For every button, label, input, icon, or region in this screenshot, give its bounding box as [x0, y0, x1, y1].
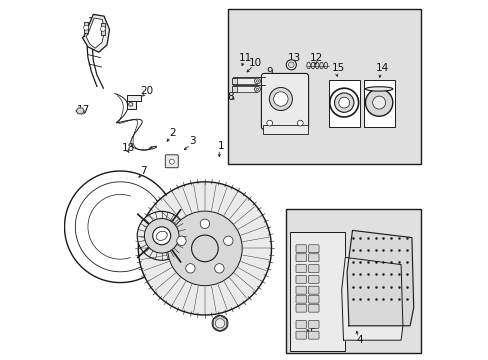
Circle shape — [256, 80, 258, 82]
Circle shape — [285, 60, 296, 70]
Text: 6: 6 — [216, 323, 223, 333]
Circle shape — [254, 78, 260, 84]
Text: 1: 1 — [217, 141, 224, 151]
Circle shape — [223, 236, 233, 246]
Circle shape — [288, 62, 294, 68]
Circle shape — [273, 92, 287, 106]
Bar — [289, 232, 345, 351]
Text: 16: 16 — [87, 17, 101, 27]
Circle shape — [372, 96, 385, 109]
Circle shape — [191, 235, 218, 262]
FancyBboxPatch shape — [295, 245, 306, 253]
Text: 19: 19 — [165, 155, 178, 165]
FancyBboxPatch shape — [295, 295, 306, 303]
Ellipse shape — [128, 103, 133, 106]
FancyBboxPatch shape — [308, 245, 318, 253]
Polygon shape — [86, 18, 104, 48]
FancyBboxPatch shape — [308, 320, 318, 328]
FancyBboxPatch shape — [308, 304, 318, 312]
Text: 10: 10 — [248, 58, 262, 68]
Circle shape — [215, 319, 224, 328]
Text: 7: 7 — [140, 166, 147, 176]
Circle shape — [338, 97, 349, 108]
Circle shape — [334, 93, 353, 112]
Polygon shape — [341, 257, 402, 340]
Circle shape — [256, 88, 258, 90]
Bar — [232, 78, 257, 84]
Text: 13: 13 — [287, 53, 300, 63]
Bar — [285, 209, 420, 353]
Circle shape — [101, 26, 105, 31]
Circle shape — [144, 219, 179, 253]
Text: 4: 4 — [356, 335, 362, 345]
Polygon shape — [76, 108, 84, 114]
Bar — [84, 22, 88, 33]
Text: 18: 18 — [122, 143, 135, 153]
Circle shape — [200, 219, 209, 229]
Circle shape — [167, 211, 242, 286]
Circle shape — [214, 264, 224, 273]
Bar — [232, 86, 236, 92]
FancyBboxPatch shape — [308, 275, 318, 283]
Text: 17: 17 — [77, 105, 90, 115]
Circle shape — [297, 120, 303, 126]
Circle shape — [138, 182, 271, 315]
Circle shape — [152, 227, 170, 245]
Text: 12: 12 — [309, 53, 323, 63]
FancyBboxPatch shape — [261, 73, 308, 130]
Text: 3: 3 — [188, 136, 195, 146]
Bar — [228, 9, 420, 164]
Bar — [127, 95, 141, 101]
Bar — [77, 110, 83, 113]
Circle shape — [137, 211, 186, 260]
Text: 14: 14 — [375, 63, 388, 73]
Text: 8: 8 — [227, 92, 234, 102]
Text: 5: 5 — [309, 328, 316, 338]
Circle shape — [254, 86, 260, 92]
Circle shape — [169, 159, 174, 164]
FancyBboxPatch shape — [308, 254, 318, 262]
Circle shape — [212, 315, 227, 331]
Circle shape — [365, 89, 392, 116]
Circle shape — [329, 88, 358, 117]
Circle shape — [185, 264, 195, 273]
FancyBboxPatch shape — [308, 295, 318, 303]
FancyBboxPatch shape — [295, 304, 306, 312]
FancyBboxPatch shape — [295, 265, 306, 273]
Circle shape — [177, 236, 186, 246]
FancyBboxPatch shape — [295, 275, 306, 283]
Text: 20: 20 — [140, 86, 153, 96]
FancyBboxPatch shape — [308, 331, 318, 339]
Polygon shape — [82, 14, 109, 52]
Circle shape — [83, 25, 88, 30]
Bar — [232, 86, 257, 92]
Bar — [232, 78, 236, 84]
Text: 9: 9 — [266, 67, 272, 77]
Circle shape — [266, 120, 272, 126]
Text: 2: 2 — [169, 128, 176, 138]
Bar — [101, 23, 105, 35]
Bar — [262, 125, 307, 134]
Text: 15: 15 — [331, 63, 344, 73]
Bar — [328, 80, 359, 127]
Bar — [363, 80, 394, 127]
Polygon shape — [346, 230, 413, 326]
Text: 11: 11 — [238, 53, 251, 63]
FancyBboxPatch shape — [295, 331, 306, 339]
FancyBboxPatch shape — [308, 286, 318, 294]
Ellipse shape — [365, 87, 392, 91]
FancyBboxPatch shape — [295, 320, 306, 328]
Circle shape — [269, 87, 292, 111]
FancyBboxPatch shape — [165, 155, 178, 168]
FancyBboxPatch shape — [295, 254, 306, 262]
FancyBboxPatch shape — [308, 265, 318, 273]
Bar — [127, 98, 136, 109]
FancyBboxPatch shape — [295, 286, 306, 294]
